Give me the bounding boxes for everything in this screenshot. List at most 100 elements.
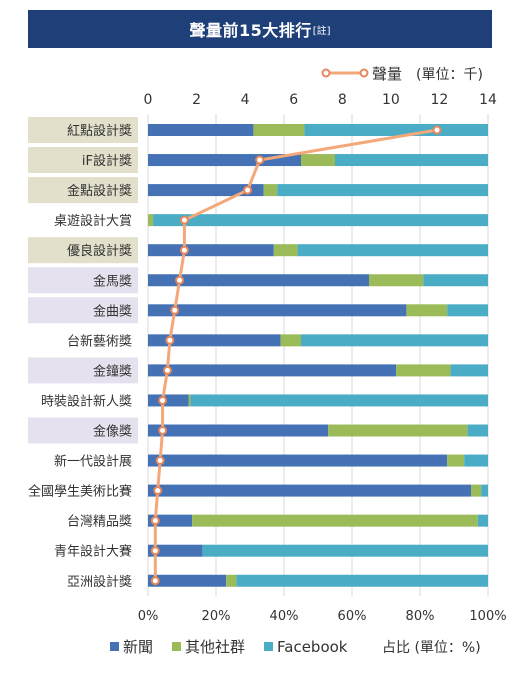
- bar-segment: [450, 364, 488, 377]
- bar-segment: [148, 484, 471, 497]
- top-axis-tick-label: 4: [241, 92, 250, 108]
- bar-segment: [190, 394, 488, 407]
- top-axis-tick-label: 10: [382, 92, 400, 108]
- legend-line-marker: [321, 68, 331, 78]
- bar-segment: [148, 244, 274, 257]
- category-highlight: [28, 177, 138, 204]
- bottom-axis-tick-label: 60%: [338, 609, 367, 624]
- volume-point: [175, 275, 185, 285]
- category-highlight: [28, 267, 138, 294]
- volume-point: [432, 125, 442, 135]
- volume-point: [179, 245, 189, 255]
- bar-segment: [148, 214, 154, 227]
- bar-segment: [148, 574, 227, 587]
- category-label: 桌遊設計大賞: [54, 213, 132, 229]
- top-axis-tick-label: 12: [431, 92, 449, 108]
- bar-segment: [328, 424, 468, 437]
- bar-segment: [273, 244, 298, 257]
- category-highlight: [28, 147, 138, 174]
- bar-segment: [304, 124, 488, 136]
- bar-segment: [148, 124, 254, 136]
- bar-segment: [471, 484, 482, 497]
- bar-segment: [301, 154, 335, 167]
- legend-swatch: [264, 642, 273, 651]
- volume-point: [179, 215, 189, 225]
- legend-swatch: [110, 642, 119, 651]
- top-axis-tick-label: 2: [192, 92, 201, 108]
- category-label: 優良設計獎: [67, 243, 132, 259]
- volume-point: [150, 516, 160, 526]
- volume-point: [153, 486, 163, 496]
- top-axis-tick-label: 0: [144, 92, 153, 108]
- legend-line-label: 聲量: [372, 65, 402, 83]
- bar-segment: [263, 184, 278, 197]
- bar-segment: [477, 514, 488, 527]
- category-label: 台新藝術獎: [67, 333, 132, 349]
- category-label: 時裝設計新人獎: [41, 393, 132, 409]
- category-label: 金像獎: [93, 424, 132, 440]
- bar-segment: [153, 214, 488, 227]
- category-label: 金點設計獎: [67, 183, 132, 199]
- bottom-axis-tick-label: 40%: [270, 609, 299, 624]
- bar-segment: [148, 364, 397, 377]
- category-label: 金馬獎: [93, 273, 132, 289]
- category-label: 新一代設計展: [54, 454, 132, 470]
- bar-segment: [467, 424, 488, 437]
- legend-label: 新聞: [123, 638, 153, 656]
- volume-point: [165, 335, 175, 345]
- legend-label: Facebook: [277, 638, 348, 656]
- category-highlight: [28, 237, 138, 264]
- category-label: 青年設計大賽: [54, 544, 132, 560]
- bar-segment: [464, 454, 488, 467]
- bar-segment: [188, 394, 191, 407]
- volume-point: [255, 155, 265, 165]
- volume-line: [153, 128, 438, 581]
- volume-point: [158, 426, 168, 435]
- category-label: iF設計獎: [82, 153, 132, 169]
- volume-point: [162, 365, 172, 375]
- bar-segment: [148, 424, 329, 437]
- volume-point: [150, 546, 160, 556]
- bar-segment: [277, 184, 488, 197]
- bar-segment: [148, 184, 264, 197]
- bar-segment: [192, 514, 478, 527]
- bar-segment: [148, 544, 203, 557]
- top-axis-tick-label: 8: [338, 92, 347, 108]
- bottom-axis-tick-label: 100%: [469, 609, 506, 624]
- bar-segment: [236, 574, 488, 587]
- category-highlight: [28, 117, 138, 143]
- legend-unit: 占比 (單位：%): [382, 640, 481, 656]
- bottom-axis-tick-label: 0%: [138, 609, 159, 624]
- category-label: 全國學生美術比賽: [28, 484, 132, 500]
- bar-segment: [280, 334, 301, 347]
- bar-segment: [148, 454, 448, 467]
- chart-title: 聲量前15大排行: [189, 21, 312, 40]
- category-highlight: [28, 297, 138, 324]
- title-note: [註]: [312, 25, 331, 37]
- volume-point: [158, 395, 168, 405]
- bottom-axis-tick-label: 80%: [406, 609, 435, 624]
- bar-segment: [447, 304, 488, 317]
- category-highlight: [28, 417, 138, 444]
- bar-segment: [301, 334, 488, 347]
- legend-line-marker: [359, 68, 369, 78]
- volume-point: [170, 305, 180, 315]
- legend-line-unit: (單位：千): [416, 67, 483, 83]
- bar-segment: [253, 124, 305, 136]
- category-label: 金鐘獎: [93, 363, 132, 379]
- category-label: 金曲獎: [93, 303, 132, 319]
- bar-segment: [423, 274, 488, 287]
- chart-title-bar: 聲量前15大排行 [註]: [28, 10, 492, 48]
- bar-segment: [335, 154, 488, 167]
- volume-point: [150, 576, 160, 586]
- category-label: 台灣精品獎: [67, 515, 132, 530]
- legend-label: 其他社群: [185, 638, 245, 656]
- bar-segment: [481, 484, 488, 497]
- bottom-axis-tick-label: 20%: [202, 609, 231, 624]
- legend-swatch: [172, 642, 181, 651]
- bar-segment: [396, 364, 451, 377]
- category-label: 亞洲設計獎: [67, 574, 132, 590]
- bar-segment: [297, 244, 488, 257]
- bar-segment: [148, 514, 193, 527]
